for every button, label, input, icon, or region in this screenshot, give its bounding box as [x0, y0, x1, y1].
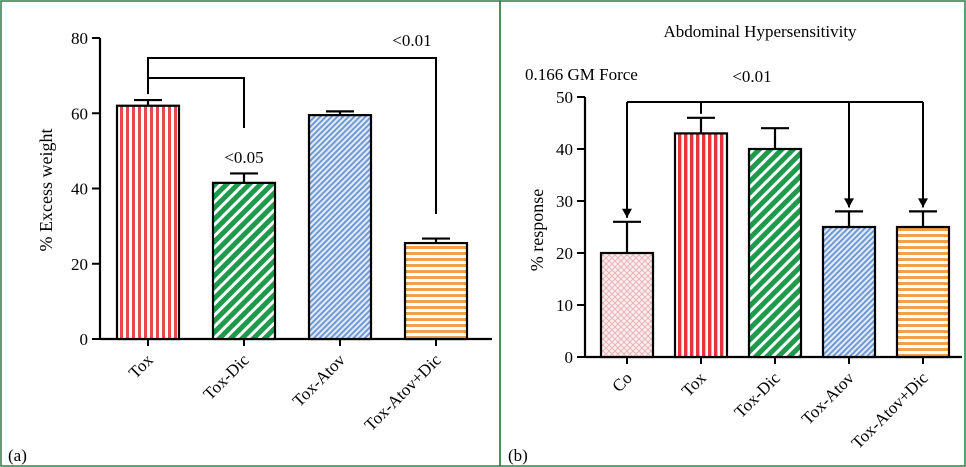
bar-tox-atov-dic [895, 225, 951, 359]
x-tick-label-tox: Tox [678, 368, 710, 400]
bar-tox-dic [747, 147, 803, 359]
x-tick-label-tox-atov: Tox-Atov [289, 350, 349, 410]
y-tick-label: 20 [71, 255, 88, 274]
bracket-arrowhead [622, 208, 632, 218]
x-tick-label-tox-atov-dic: Tox-Atov+Dic [848, 368, 932, 452]
bar-tox-atov [307, 114, 373, 341]
y-tick-label: 40 [556, 140, 573, 159]
y-tick-label: 60 [71, 104, 88, 123]
panel-b-tag: (b) [508, 446, 528, 465]
x-tick-label-tox: Tox [125, 350, 157, 382]
y-tick-label: 80 [71, 29, 88, 48]
panel-a-annotations: <0.05 <0.01 [147, 31, 437, 214]
bar-tox-dic [211, 181, 277, 341]
panel-b-frame [499, 0, 966, 467]
bar-tox [673, 132, 729, 359]
bar-tox [115, 104, 181, 341]
y-tick-label: 30 [556, 192, 573, 211]
panel-b-title: Abdominal Hypersensitivity [663, 22, 857, 41]
bracket-tox-vs-tox-atov-dic [147, 57, 437, 214]
panel-b-subtitle: 0.166 GM Force [525, 65, 638, 84]
panel-a-y-axis-label: % Excess weight [36, 129, 56, 252]
bracket-arrowhead [918, 198, 928, 208]
bracket-arrowhead [844, 198, 854, 208]
annotation-p-less-0-05: <0.05 [224, 148, 263, 167]
x-tick-label-tox-dic: Tox-Dic [200, 350, 254, 404]
panel-b: (b) Abdominal Hypersensitivity 0.166 GM … [508, 22, 962, 465]
y-tick-label: 50 [556, 88, 573, 107]
x-tick-label-tox-atov-dic: Tox-Atov+Dic [361, 350, 445, 434]
panel-b-bars [599, 116, 951, 359]
panel-b-annotations: <0.01 [622, 67, 928, 218]
y-tick-label: 40 [71, 180, 88, 199]
bar-tox-atov-dic [403, 241, 469, 341]
annotation-p-less-0-01: <0.01 [732, 67, 771, 86]
y-tick-label: 0 [80, 330, 89, 349]
annotation-p-less-0-01: <0.01 [392, 31, 431, 50]
panel-a-bars [115, 98, 469, 341]
y-tick-label: 20 [556, 244, 573, 263]
panel-a-tag: (a) [8, 446, 27, 465]
panel-a-x-tick-labels: Tox Tox-Dic Tox-Atov Tox-Atov+Dic [125, 350, 445, 434]
bracket-tox-vs-tox-dic [147, 77, 245, 128]
bar-tox-atov [821, 225, 877, 359]
x-tick-label-tox-dic: Tox-Dic [731, 368, 785, 422]
bar-co [599, 251, 655, 359]
panel-b-y-axis-label: % response [527, 189, 547, 271]
x-tick-label-co: Co [608, 368, 635, 395]
y-tick-label: 10 [556, 296, 573, 315]
panel-a: (a) % Excess weight 0 20 40 60 80 Tox Tox-Dic… [8, 29, 492, 465]
x-tick-label-tox-atov: Tox-Atov [798, 368, 858, 428]
y-tick-label: 0 [565, 348, 574, 367]
